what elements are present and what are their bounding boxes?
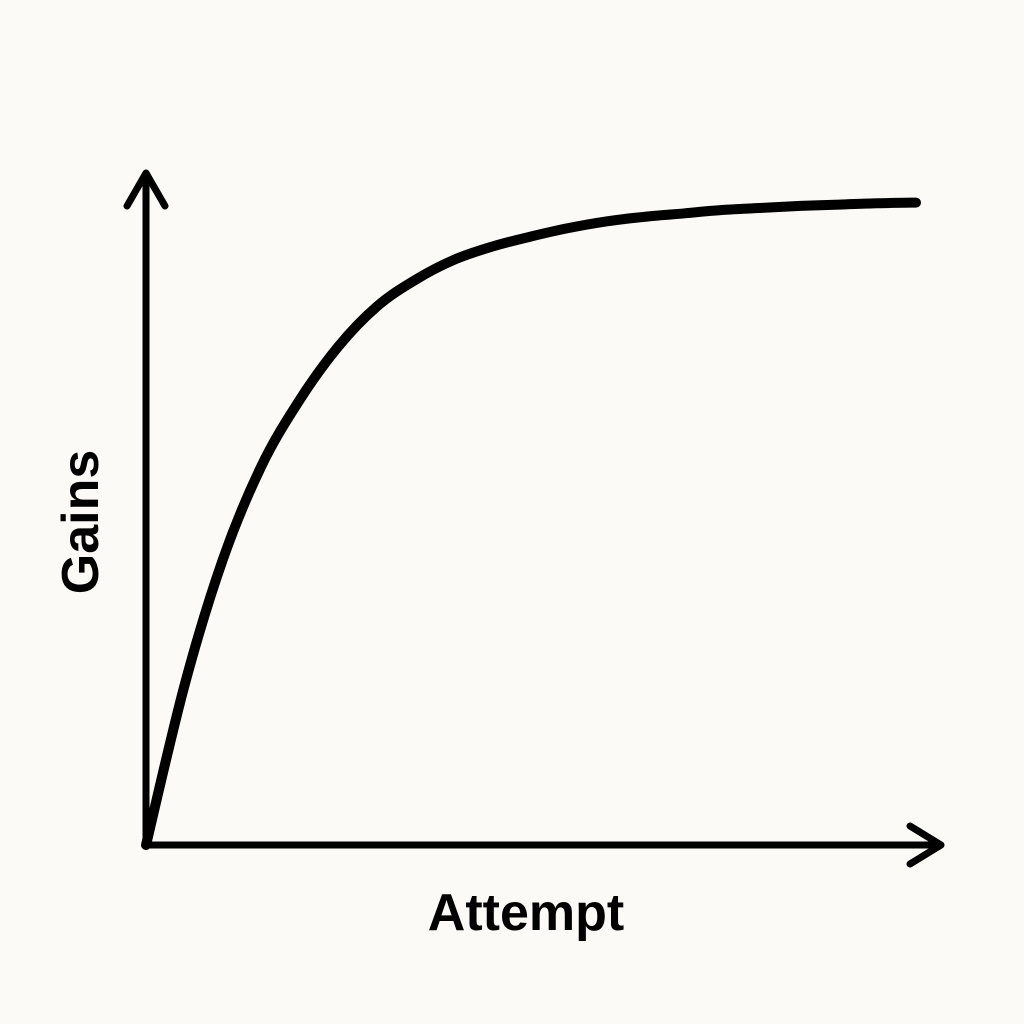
series-line [141,197,921,850]
y-axis-label: Gains [52,450,110,595]
x-axis [142,822,945,868]
y-axis-arrowhead [123,169,169,210]
x-axis-label: Attempt [428,884,624,942]
x-axis-arrowhead [906,822,945,868]
y-axis [123,169,169,849]
